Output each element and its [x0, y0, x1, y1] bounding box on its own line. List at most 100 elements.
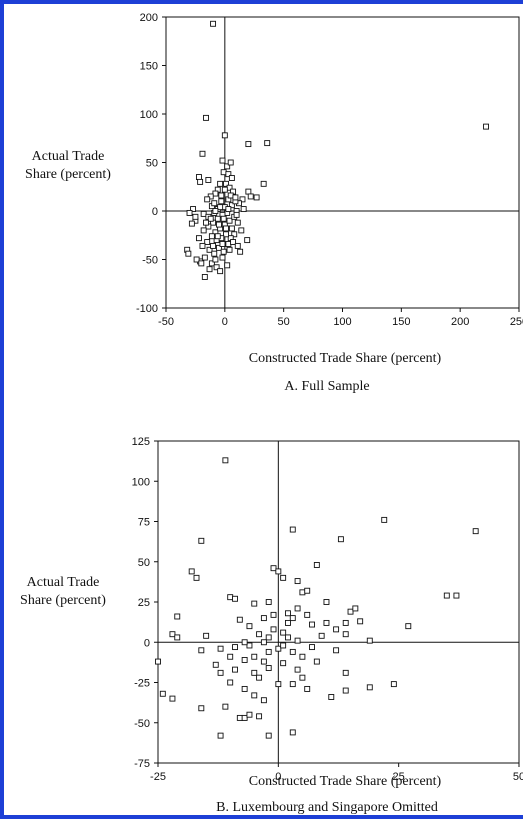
- panel-a-data-point: [193, 256, 200, 263]
- panel-b-data-point: [260, 639, 267, 646]
- panel-b-data-point: [236, 714, 243, 721]
- panel-a-data-point: [201, 274, 208, 280]
- panel-b-data-point: [366, 684, 373, 691]
- panel-b-data-point: [174, 613, 181, 620]
- panel-a-y-tick-label: -100: [136, 303, 158, 315]
- panel-b-y-tick-label: 75: [138, 517, 150, 529]
- panel-b-data-point: [299, 589, 306, 596]
- panel-a-x-tick-label: 250: [510, 316, 523, 328]
- panel-b-data-point: [304, 685, 311, 692]
- panel-a-data-point: [206, 246, 213, 253]
- panel-b-data-point: [227, 679, 234, 686]
- panel-a-data-point: [195, 174, 202, 181]
- panel-b-data-point: [285, 610, 291, 617]
- panel-b-data-point: [342, 687, 349, 694]
- panel-b-data-point: [275, 681, 282, 688]
- panel-a-data-point: [215, 221, 222, 228]
- panel-b-data-point: [280, 574, 287, 581]
- panel-a-data-point: [211, 250, 218, 257]
- panel-a-data-point: [226, 246, 233, 253]
- panel-b-data-point: [265, 665, 272, 671]
- panel-b-data-point: [347, 608, 354, 615]
- panel-b-y-axis-label: Actual Trade Share (percent): [20, 575, 106, 608]
- panel-b-data-point: [188, 568, 195, 575]
- panel-a-chart: Actual Trade Share (percent) Constructed…: [25, 12, 523, 394]
- panel-b-data-point: [357, 618, 364, 625]
- panel-b-data-point: [203, 632, 210, 639]
- panel-a-data-point: [198, 260, 205, 267]
- panel-a-data-point: [237, 248, 244, 255]
- panel-a-data-point: [211, 200, 218, 207]
- panel-a-data-point: [212, 190, 219, 197]
- panel-b-y-tick-label: 50: [138, 557, 150, 569]
- panel-a-data-point: [264, 140, 271, 147]
- panel-b-y-tick-label: 125: [132, 436, 150, 448]
- panel-b-data-point: [227, 594, 234, 601]
- panel-b-data-point: [285, 634, 291, 641]
- panel-a-data-point: [224, 262, 231, 269]
- panel-a-data-point: [201, 254, 208, 261]
- panel-b-data-point: [169, 695, 176, 702]
- panel-a-data-point: [185, 250, 192, 257]
- panel-b-data-point: [212, 661, 219, 668]
- panel-a-data-point: [223, 180, 229, 187]
- panel-a-data-point: [208, 260, 215, 267]
- panel-a-y-tick-label: -50: [142, 255, 158, 267]
- panel-a-data-point: [217, 204, 224, 211]
- panel-b-data-point: [333, 626, 340, 633]
- panel-b-data-point: [328, 694, 335, 700]
- panel-b-data-point: [256, 713, 263, 720]
- panel-a-ylabel-line1: Actual Trade: [32, 149, 105, 164]
- panel-a-data-point: [200, 210, 207, 217]
- panel-b-data-point: [232, 666, 238, 673]
- panel-a-data-point: [203, 219, 209, 226]
- panel-a-data-point: [206, 266, 213, 273]
- panel-b-data-point: [405, 623, 412, 630]
- panel-b-data-point: [251, 692, 258, 699]
- panel-b-y-tick-label: -75: [134, 758, 150, 770]
- panel-a-data-point: [204, 196, 211, 203]
- panel-b-data-point: [241, 714, 248, 721]
- panel-b-data-point: [217, 732, 224, 739]
- panel-a-x-tick-label: 100: [333, 316, 351, 328]
- panel-b-data-point: [304, 611, 311, 618]
- panel-b-data-point: [294, 637, 301, 644]
- panel-a-data-point: [232, 194, 239, 201]
- panel-b-data-point: [256, 631, 263, 638]
- panel-b-data-point: [280, 660, 287, 667]
- panel-a-data-point: [213, 264, 220, 271]
- panel-b-data-point: [294, 666, 301, 673]
- panel-b-data-point: [275, 568, 282, 575]
- panel-b-data-point: [155, 658, 161, 665]
- panel-b-data-point: [270, 565, 277, 572]
- panel-b-data-point: [198, 705, 205, 712]
- panel-a-x-tick-label: 0: [222, 316, 228, 328]
- panel-a-data-point: [225, 171, 232, 178]
- panel-a-data-point: [219, 254, 226, 261]
- panel-b-y-tick-label: -50: [134, 718, 150, 730]
- panel-b-data-point: [217, 645, 224, 652]
- panel-b-data-point: [265, 732, 272, 739]
- panel-b-x-axis-label: Constructed Trade Share (percent): [249, 774, 442, 789]
- panel-b-data-point: [246, 623, 253, 630]
- panel-a-data-point: [192, 213, 199, 220]
- panel-a-data-point: [230, 239, 237, 245]
- panel-b-data-point: [304, 587, 311, 594]
- panel-a-x-tick-label: 50: [278, 316, 290, 328]
- panel-a-data-point: [212, 256, 219, 263]
- panel-a-data-point: [199, 242, 206, 249]
- panel-a-data-point: [205, 177, 212, 183]
- panel-b-data-point: [289, 648, 296, 655]
- panel-a-y-tick-label: 0: [152, 206, 158, 218]
- panel-a-data-point: [228, 202, 235, 209]
- panel-a-data-point: [219, 241, 226, 247]
- panel-b-data-point: [246, 711, 253, 718]
- panel-b-data-point: [342, 669, 349, 676]
- panel-b-data-point: [236, 616, 243, 623]
- panel-b-data-point: [241, 639, 248, 646]
- panel-b-data-point: [342, 631, 349, 638]
- panel-a-data-point: [220, 248, 227, 255]
- panel-a-data-point: [228, 225, 235, 232]
